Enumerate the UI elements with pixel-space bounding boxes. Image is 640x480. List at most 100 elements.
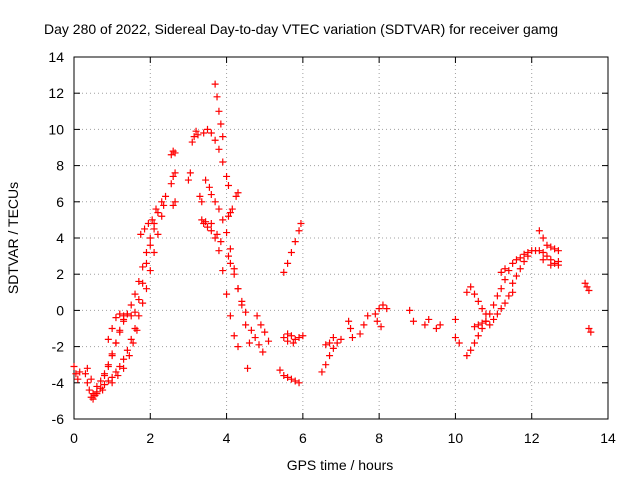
data-point (345, 317, 353, 325)
data-point (120, 312, 128, 320)
data-point (245, 339, 253, 347)
data-point (497, 268, 505, 276)
data-point (230, 332, 238, 340)
data-point (322, 361, 330, 369)
data-point (123, 346, 131, 354)
data-point (219, 133, 227, 141)
data-point (463, 352, 471, 360)
data-point (131, 290, 139, 298)
x-tick-label: 2 (146, 430, 154, 446)
data-point (198, 198, 206, 206)
data-point (146, 267, 154, 275)
data-point (213, 230, 221, 238)
data-point (116, 363, 124, 371)
data-point (535, 247, 543, 255)
data-point (467, 283, 475, 291)
data-point (501, 265, 509, 273)
data-point (142, 248, 150, 256)
data-point (280, 268, 288, 276)
data-point (160, 201, 168, 209)
data-point (215, 107, 223, 115)
data-point (230, 270, 238, 278)
data-point (74, 375, 82, 383)
data-point (226, 245, 234, 253)
plot-frame (73, 56, 609, 420)
data-point (211, 80, 219, 88)
data-point (280, 334, 288, 342)
data-point (116, 326, 124, 334)
data-point (142, 285, 150, 293)
data-point (204, 223, 211, 231)
data-point (234, 285, 242, 293)
data-point (137, 230, 145, 238)
data-point (213, 93, 221, 101)
data-point (474, 332, 482, 340)
y-axis-label: SDTVAR / TECUs (5, 182, 21, 294)
data-point (451, 315, 459, 323)
data-point (81, 370, 89, 378)
data-point (471, 323, 478, 331)
data-point (478, 319, 486, 327)
data-point (219, 158, 227, 166)
data-point (232, 192, 240, 200)
data-point (101, 381, 109, 389)
data-point (171, 198, 179, 206)
y-tick-label: 14 (48, 49, 64, 65)
data-point (223, 290, 231, 298)
data-point (493, 292, 501, 300)
data-point (406, 306, 414, 314)
data-point (379, 301, 387, 309)
data-point (242, 308, 250, 316)
data-point (360, 321, 368, 329)
data-point (133, 326, 141, 334)
data-point (192, 127, 200, 135)
data-point (247, 326, 255, 334)
data-point (497, 305, 505, 313)
data-point (93, 390, 101, 398)
data-point (329, 334, 337, 342)
data-point (512, 272, 520, 280)
data-point (299, 332, 307, 340)
data-point (471, 339, 478, 347)
data-point (196, 192, 204, 200)
data-point (104, 377, 112, 385)
data-point (205, 183, 213, 191)
data-point (463, 288, 471, 296)
y-tick-label: 0 (56, 302, 64, 318)
data-point (194, 131, 202, 139)
data-point (421, 321, 429, 329)
y-tick-label: 4 (56, 230, 64, 246)
data-point (505, 267, 513, 275)
data-point (125, 352, 133, 360)
data-point (478, 305, 486, 313)
tick-labels: 0 2 4 6 8 10 12 14 -6 -4 -2 0 2 4 6 8 10 12 14 (48, 49, 616, 446)
data-point (547, 243, 555, 251)
data-point (539, 248, 547, 256)
data-point (135, 296, 143, 304)
data-point (505, 292, 513, 300)
data-point (83, 379, 91, 387)
data-point (228, 205, 236, 213)
data-point (581, 279, 589, 287)
data-point (516, 254, 524, 262)
x-tick-label: 0 (70, 430, 78, 446)
data-point (547, 261, 555, 269)
data-point (543, 241, 551, 249)
data-point (215, 205, 223, 213)
data-point (112, 368, 120, 376)
data-point (257, 321, 265, 329)
data-point (284, 373, 292, 381)
grid-lines (74, 57, 608, 419)
y-tick-label: 8 (56, 158, 64, 174)
data-point (85, 386, 93, 394)
data-point (356, 330, 364, 338)
x-tick-label: 10 (448, 430, 464, 446)
data-point (490, 315, 498, 323)
x-tick-label: 8 (375, 430, 383, 446)
data-point (224, 182, 232, 190)
data-point (486, 310, 494, 318)
data-point (207, 220, 215, 228)
data-point (520, 258, 528, 266)
data-point (326, 339, 334, 347)
data-point (383, 305, 391, 313)
